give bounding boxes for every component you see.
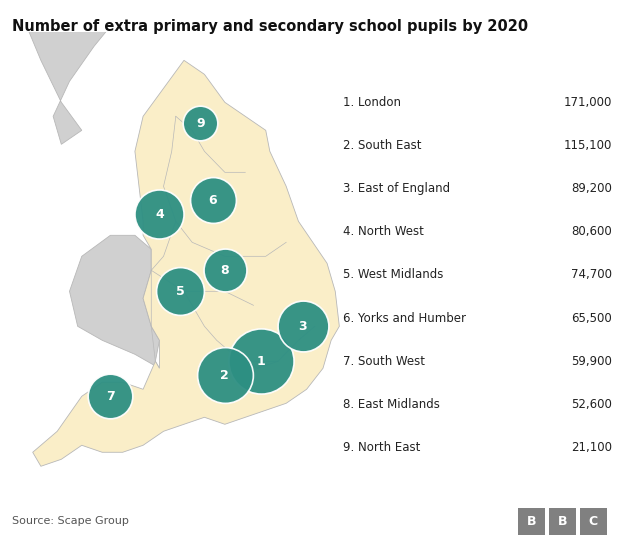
Text: 7: 7 xyxy=(106,390,115,403)
Text: 2: 2 xyxy=(220,369,229,382)
Text: 8. East Midlands: 8. East Midlands xyxy=(343,398,439,411)
Point xyxy=(256,357,266,365)
Point xyxy=(220,371,230,379)
FancyBboxPatch shape xyxy=(549,508,576,535)
Text: B: B xyxy=(527,515,536,528)
Text: 5. West Midlands: 5. West Midlands xyxy=(343,268,443,281)
Text: 59,900: 59,900 xyxy=(571,355,612,368)
Point xyxy=(175,287,185,295)
Point xyxy=(195,119,205,128)
FancyBboxPatch shape xyxy=(580,508,607,535)
Polygon shape xyxy=(21,0,192,144)
Text: 9: 9 xyxy=(196,117,205,130)
Text: 6: 6 xyxy=(208,194,217,207)
Text: 7. South West: 7. South West xyxy=(343,355,424,368)
Point xyxy=(298,322,308,330)
Text: 8: 8 xyxy=(220,264,229,277)
Text: 3. East of England: 3. East of England xyxy=(343,182,450,195)
Text: 80,600: 80,600 xyxy=(572,225,612,238)
Text: C: C xyxy=(589,515,598,528)
Text: 9. North East: 9. North East xyxy=(343,441,420,454)
Text: 5: 5 xyxy=(175,285,184,298)
Text: 74,700: 74,700 xyxy=(571,268,612,281)
Point xyxy=(155,210,165,219)
Point xyxy=(208,196,218,205)
Text: 1: 1 xyxy=(256,355,265,368)
Text: 52,600: 52,600 xyxy=(571,398,612,411)
Text: Number of extra primary and secondary school pupils by 2020: Number of extra primary and secondary sc… xyxy=(12,19,529,34)
Text: 6. Yorks and Humber: 6. Yorks and Humber xyxy=(343,312,466,324)
Text: 3: 3 xyxy=(298,320,307,333)
Text: Source: Scape Group: Source: Scape Group xyxy=(12,515,129,526)
Text: 4. North West: 4. North West xyxy=(343,225,424,238)
FancyBboxPatch shape xyxy=(518,508,545,535)
Polygon shape xyxy=(32,60,339,466)
Text: 21,100: 21,100 xyxy=(571,441,612,454)
Text: 171,000: 171,000 xyxy=(563,96,612,109)
Text: 89,200: 89,200 xyxy=(571,182,612,195)
Text: 1. London: 1. London xyxy=(343,96,401,109)
Polygon shape xyxy=(69,236,160,368)
Text: 2. South East: 2. South East xyxy=(343,139,421,152)
Text: 65,500: 65,500 xyxy=(572,312,612,324)
Point xyxy=(105,392,115,400)
Text: 4: 4 xyxy=(155,208,164,221)
Text: B: B xyxy=(558,515,567,528)
Text: 115,100: 115,100 xyxy=(563,139,612,152)
Point xyxy=(220,266,230,274)
